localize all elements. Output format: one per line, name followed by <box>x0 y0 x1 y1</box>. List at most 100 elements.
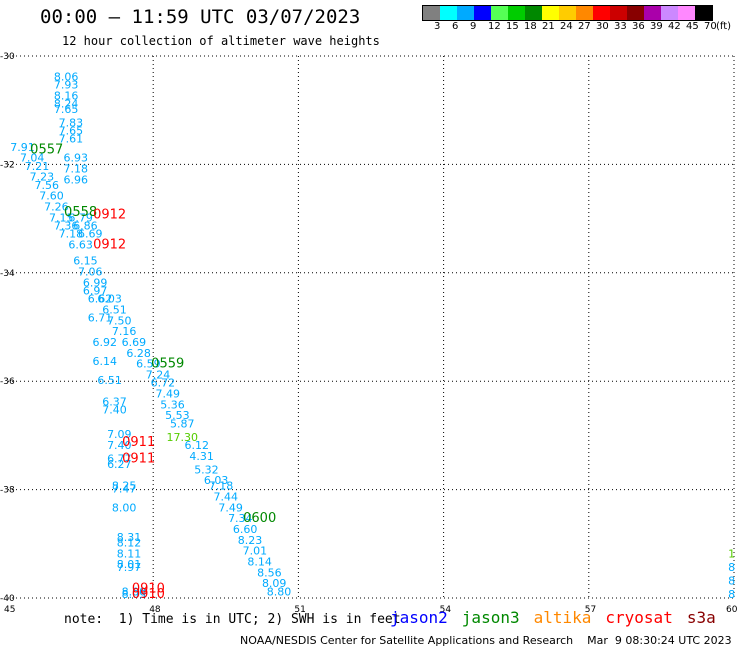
wave-height-label: 7.06 <box>78 266 103 279</box>
wave-height-label: 7.15 <box>49 211 74 224</box>
wave-height-label: 8.00 <box>122 585 147 598</box>
wave-height-label: 6.71 <box>88 312 113 325</box>
wave-height-label: 1 <box>728 547 735 560</box>
color-swatch <box>423 6 440 20</box>
wave-height-label: 6.86 <box>73 219 98 232</box>
wave-height-label: 6.96 <box>64 173 89 186</box>
x-tick-label: 45 <box>4 605 15 615</box>
x-tick-label: 57 <box>585 605 596 615</box>
wave-height-label: 8 <box>728 574 735 587</box>
color-scale-label: 9 <box>470 21 477 32</box>
x-tick-label: 51 <box>294 605 305 615</box>
wave-height-label: 6.59 <box>136 358 161 371</box>
color-scale-label: 36 <box>632 21 645 32</box>
color-scale-label: 33 <box>614 21 627 32</box>
chart-title: 00:00 – 11:59 UTC 03/07/2023 <box>40 6 361 28</box>
wave-height-label: 6.99 <box>83 276 108 289</box>
wave-height-label: 7.16 <box>112 325 137 338</box>
wave-height-label: 7.40 <box>102 404 127 417</box>
color-scale-label: 3 <box>434 21 441 32</box>
pass-time-label: 0558 <box>64 205 97 220</box>
satellite-legend-item: jason3 <box>461 608 520 627</box>
wave-height-label: 8.11 <box>117 547 142 560</box>
wave-height-label: 6.03 <box>204 474 229 487</box>
color-scale-label: 21 <box>542 21 555 32</box>
color-scale-label: 27 <box>578 21 591 32</box>
color-swatch <box>525 6 542 20</box>
wave-height-label: 7.18 <box>64 163 89 176</box>
wave-height-label: 7.36 <box>54 219 79 232</box>
color-scale-label: 39 <box>650 21 663 32</box>
chart-subtitle: 12 hour collection of altimeter wave hei… <box>62 34 380 48</box>
wave-height-label: 6.03 <box>97 293 122 306</box>
wave-height-label: 7.23 <box>30 171 55 184</box>
wave-height-label: 8.14 <box>247 555 272 568</box>
color-swatch <box>610 6 627 20</box>
y-tick-label: -36 <box>0 377 15 387</box>
wave-height-label: 8.09 <box>262 577 287 590</box>
color-swatch <box>695 6 712 20</box>
wave-height-label: 7.18 <box>209 480 234 493</box>
color-scale-label: 15 <box>506 21 519 32</box>
wave-height-label: 7.56 <box>34 179 59 192</box>
pass-time-label: 0910 <box>132 587 165 602</box>
wave-height-label: 5.36 <box>160 398 185 411</box>
wave-height-label: 8.25 <box>112 480 137 493</box>
wave-height-label: 7.34 <box>228 512 253 525</box>
footnote: note: 1) Time is in UTC; 2) SWH is in fe… <box>64 612 401 627</box>
color-swatch <box>661 6 678 20</box>
color-swatch <box>440 6 457 20</box>
color-scale-labels: 3 6 9 12 15 18 21 24 27 30 33 36 39 42 45 70 (ft) <box>422 21 740 33</box>
wave-height-label: 8.05 <box>122 588 147 601</box>
wave-height-label: 7.49 <box>155 387 180 400</box>
wave-height-label: 7.50 <box>107 314 132 327</box>
wave-height-label: 7.65 <box>54 103 79 116</box>
color-scale-label: 24 <box>560 21 573 32</box>
y-tick-label: -34 <box>0 269 15 279</box>
color-swatch <box>593 6 610 20</box>
wave-height-label: 4.31 <box>189 450 214 463</box>
pass-time-label: 0557 <box>30 143 63 158</box>
wave-height-label: 7.04 <box>20 152 45 165</box>
wave-height-label: 6.60 <box>233 523 258 536</box>
wave-height-label: 8.80 <box>267 585 292 598</box>
wave-height-label: 7.49 <box>218 501 243 514</box>
wave-height-label: 6.63 <box>68 238 93 251</box>
color-scale-label: 12 <box>488 21 501 32</box>
x-tick-label: 48 <box>149 605 161 615</box>
x-tick-label: 54 <box>440 605 452 615</box>
color-swatch <box>559 6 576 20</box>
wave-height-label: 7.93 <box>54 79 79 92</box>
wave-height-label: 6.37 <box>102 396 127 409</box>
wave-height-label: 6.79 <box>68 211 93 224</box>
color-scale-label: (ft) <box>716 21 732 32</box>
wave-height-label: 7.65 <box>59 125 84 138</box>
wave-height-label: 6.27 <box>107 458 132 471</box>
wave-height-label: 6.77 <box>107 453 132 466</box>
color-scale-bar <box>422 5 713 21</box>
color-swatch <box>474 6 491 20</box>
wave-height-label: 7.91 <box>10 141 35 154</box>
y-tick-label: -38 <box>0 486 15 496</box>
wave-height-label: 7.18 <box>59 228 84 241</box>
wave-height-label: 7.01 <box>243 545 268 558</box>
color-scale-label: 30 <box>596 21 609 32</box>
wave-height-label: 6.93 <box>64 152 89 165</box>
wave-height-label: 6.97 <box>83 284 108 297</box>
wave-height-label: 6.69 <box>122 336 147 349</box>
wave-height-label: 5.87 <box>170 417 195 430</box>
wave-height-label: 6.51 <box>97 374 122 387</box>
pass-time-label: 0911 <box>122 452 155 467</box>
wave-height-label: 6.72 <box>151 377 176 390</box>
satellite-legend: jason2 jason3 altika cryosat s3a <box>390 608 730 627</box>
x-tick-label: 60 <box>726 605 738 615</box>
wave-height-label: 8.16 <box>54 89 79 102</box>
wave-height-label: 7.09 <box>107 428 132 441</box>
wave-height-label: 5.53 <box>165 409 190 422</box>
satellite-legend-item: jason2 <box>390 608 448 627</box>
pass-time-label: 0559 <box>151 357 184 372</box>
wave-height-label: 7.47 <box>112 482 137 495</box>
wave-height-label: 8 <box>728 588 735 601</box>
wave-height-label: 7.61 <box>59 133 84 146</box>
pass-time-label: 0600 <box>243 511 276 526</box>
